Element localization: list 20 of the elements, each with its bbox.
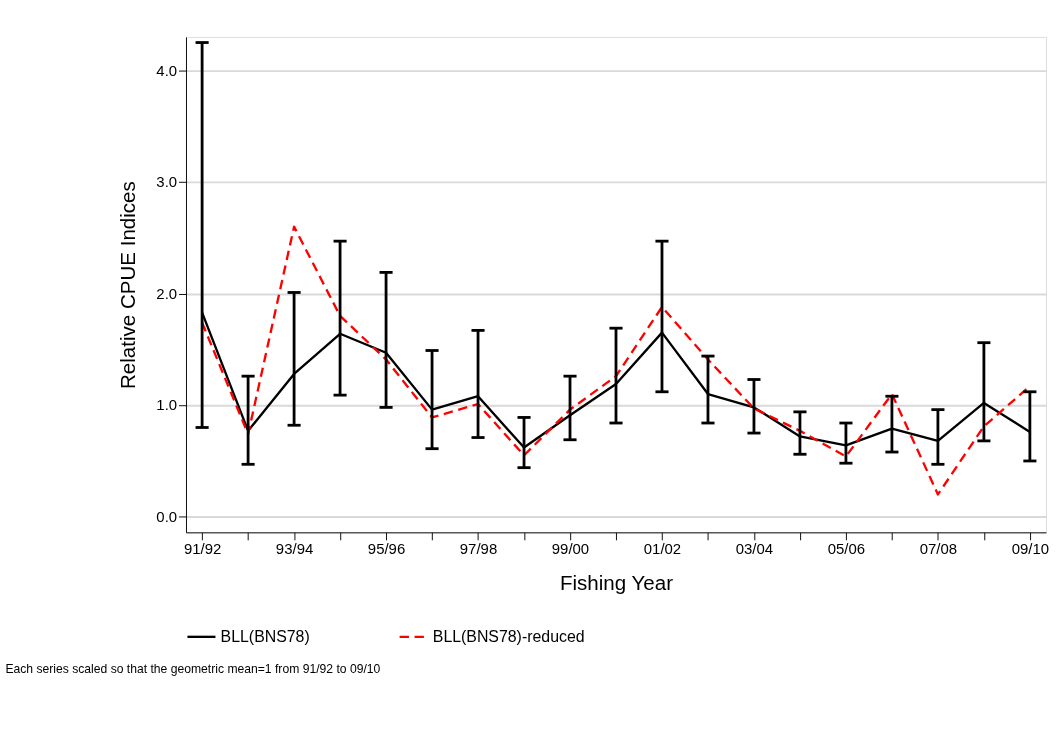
x-tick-label: 05/06 xyxy=(827,540,866,558)
x-tick-label: 09/10 xyxy=(1011,540,1050,558)
x-tick-label: 97/98 xyxy=(459,540,498,558)
x-tick-label: 99/00 xyxy=(551,540,590,558)
y-axis-title: Relative CPUE Indices xyxy=(115,181,139,390)
x-tick-label: 95/96 xyxy=(367,540,406,558)
y-tick-label: 3.0 xyxy=(156,173,178,191)
y-tick-label: 1.0 xyxy=(156,396,178,414)
y-tick-label: 2.0 xyxy=(156,284,178,302)
text: Each series scaled so that the geometric mean=1 from 91/92 to 09/10 xyxy=(5,661,381,676)
x-axis-title: Fishing Year xyxy=(559,570,674,594)
legend-label: BLL(BNS78)-reduced xyxy=(432,627,585,645)
y-tick-label: 4.0 xyxy=(156,61,178,79)
x-tick-label: 91/92 xyxy=(183,540,222,558)
x-tick-label: 07/08 xyxy=(919,540,958,558)
legend-label: BLL(BNS78) xyxy=(220,627,310,645)
y-tick-label: 0.0 xyxy=(156,507,178,525)
x-tick-label: 03/04 xyxy=(735,540,774,558)
x-tick-label: 01/02 xyxy=(643,540,682,558)
x-tick-label: 93/94 xyxy=(275,540,314,558)
